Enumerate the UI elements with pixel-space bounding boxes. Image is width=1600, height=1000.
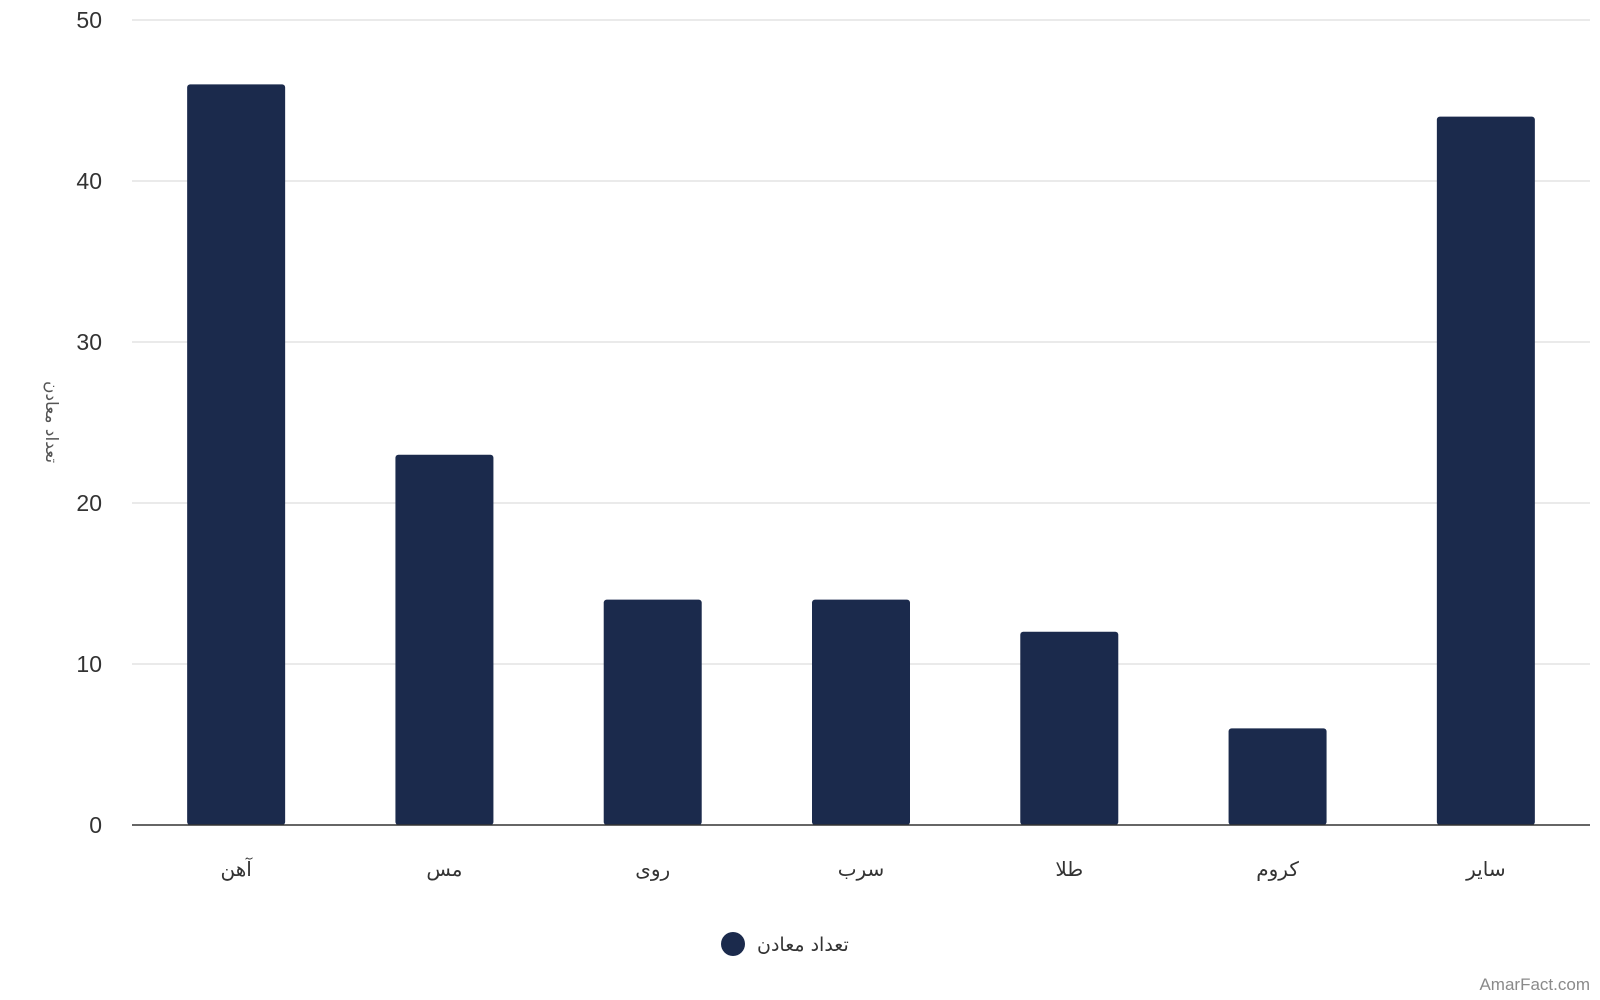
y-tick-label: 50 xyxy=(76,7,102,33)
y-axis-title: تعداد معادن xyxy=(41,381,61,463)
bar[interactable] xyxy=(1020,631,1119,825)
y-tick-label: 0 xyxy=(89,812,102,838)
bar[interactable] xyxy=(603,599,702,825)
bar[interactable] xyxy=(1436,116,1535,826)
x-tick-label: سایر xyxy=(1465,857,1505,881)
credit-text[interactable]: AmarFact.com xyxy=(1479,975,1590,994)
x-tick-label: روی xyxy=(635,857,670,881)
y-tick-label: 40 xyxy=(76,168,102,194)
bar[interactable] xyxy=(395,454,494,825)
gridlines xyxy=(132,19,1590,665)
legend-swatch xyxy=(721,932,745,956)
x-tick-label: طلا xyxy=(1055,857,1083,881)
bar[interactable] xyxy=(812,599,910,825)
legend[interactable]: تعداد معادن xyxy=(721,932,849,956)
x-axis-ticks: آهن مس روی سرب طلا کروم سایر xyxy=(220,856,1505,881)
y-axis-ticks: 0 10 20 30 40 50 xyxy=(76,7,102,838)
y-tick-label: 20 xyxy=(76,490,102,516)
y-tick-label: 30 xyxy=(76,329,102,355)
x-tick-label: سرب xyxy=(838,857,885,881)
legend-label: تعداد معادن xyxy=(757,934,849,956)
x-tick-label: آهن xyxy=(220,856,253,881)
x-tick-label: مس xyxy=(426,857,462,881)
y-tick-label: 10 xyxy=(76,651,102,677)
x-tick-label: کروم xyxy=(1256,857,1299,881)
bar[interactable] xyxy=(187,84,286,825)
bars xyxy=(187,84,1535,826)
bar[interactable] xyxy=(1228,728,1327,825)
